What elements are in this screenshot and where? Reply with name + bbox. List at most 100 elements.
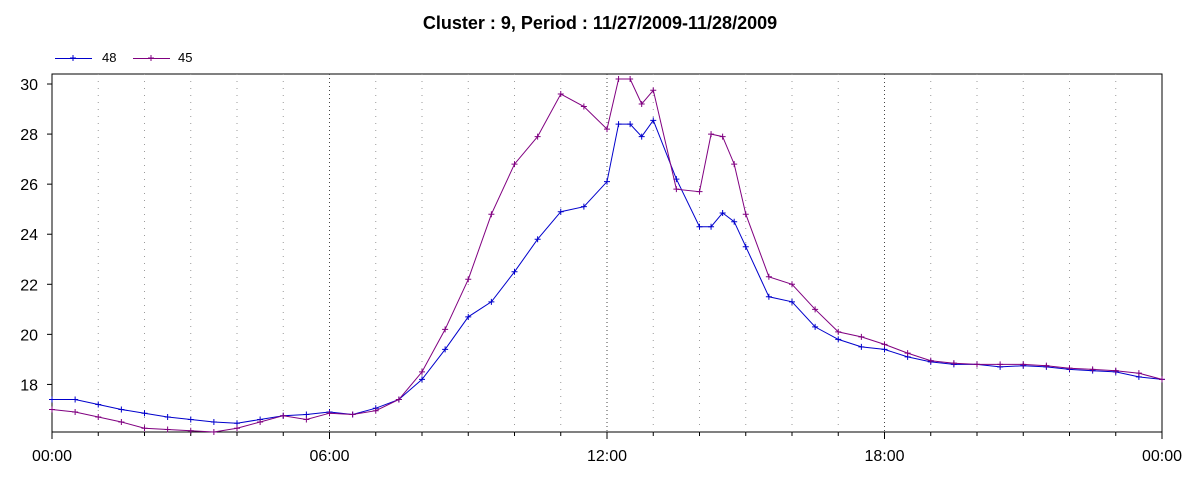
series-2-point-5: [164, 426, 171, 433]
series-2-point-33: [731, 161, 738, 168]
series-2-point-48: [1066, 365, 1073, 372]
series-2-point-36: [789, 281, 795, 288]
series-2-point-3: [118, 418, 125, 425]
x-tick-label-4: 00:00: [1142, 448, 1182, 465]
series-2-point-27: [638, 101, 645, 108]
series-2-point-19: [488, 211, 495, 218]
series-1-point-0: [49, 396, 55, 403]
series-1-point-4: [141, 410, 148, 417]
series-1-point-1: [72, 396, 79, 403]
series-2-point-13: [349, 411, 356, 418]
series-2-point-37: [812, 306, 819, 313]
series-2-point-22: [557, 91, 564, 98]
y-tick-label-24: 24: [20, 227, 38, 244]
series-2-point-9: [257, 418, 264, 425]
series-2-point-52: [1159, 376, 1165, 383]
series-1-point-17: [442, 346, 449, 353]
series-2-point-40: [881, 341, 888, 348]
series-2-point-29: [673, 186, 680, 193]
legend-label-series-2: 45: [178, 50, 193, 65]
series-2-point-44: [974, 361, 980, 368]
series-1-point-36: [789, 298, 795, 305]
series-2-point-7: [210, 429, 217, 435]
series-2-point-35: [765, 273, 772, 280]
series-1-point-23: [580, 203, 587, 210]
series-1-point-8: [234, 420, 240, 427]
series-1-point-38: [835, 336, 842, 343]
series-1-point-5: [164, 413, 171, 420]
series-1-point-25: [615, 121, 622, 128]
series-1-point-40: [881, 346, 888, 353]
x-tick-label-2: 12:00: [587, 448, 627, 465]
series-2-point-46: [1020, 361, 1027, 368]
series-2-point-32: [719, 133, 726, 140]
y-tick-label-20: 20: [20, 327, 38, 344]
series-2-point-31: [708, 131, 715, 138]
chart-title: Cluster : 9, Period : 11/27/2009-11/28/2…: [422, 13, 778, 33]
y-tick-label-30: 30: [20, 77, 38, 94]
series-2-point-43: [950, 360, 957, 367]
series-1-point-31: [708, 223, 715, 230]
series-2-point-42: [927, 357, 934, 364]
series-2-point-12: [326, 410, 333, 417]
series-2-point-25: [615, 76, 622, 83]
series-2-point-38: [835, 328, 842, 335]
series-1-point-32: [719, 209, 726, 216]
series-2-point-30: [696, 188, 703, 195]
series-1-point-30: [696, 223, 703, 230]
series-2-point-8: [234, 425, 240, 432]
series-2-point-24: [604, 126, 610, 133]
legend-marker-series-1: [70, 55, 76, 61]
series-1-point-34: [742, 243, 749, 250]
series-1-point-6: [187, 416, 194, 423]
series-1-point-33: [731, 218, 738, 225]
series-2-point-11: [303, 416, 310, 423]
x-tick-label-0: 00:00: [32, 448, 72, 465]
series-1-point-39: [858, 343, 865, 350]
series-2-point-4: [141, 425, 148, 432]
series-2-point-28: [650, 87, 657, 94]
series-2-point-26: [627, 76, 634, 83]
series-2-point-39: [858, 333, 865, 340]
series-1-point-19: [488, 298, 495, 305]
x-tick-label-3: 18:00: [864, 448, 904, 465]
series-line-1: [52, 119, 1163, 424]
y-tick-label-18: 18: [20, 377, 38, 394]
series-2-point-15: [395, 396, 402, 403]
series-2-point-17: [442, 326, 449, 333]
series-2-point-2: [95, 413, 102, 420]
series-1-point-24: [604, 178, 610, 185]
series-1-point-37: [812, 323, 819, 330]
series-1-point-27: [638, 133, 645, 140]
series-1-point-35: [765, 293, 772, 300]
series-2-point-34: [742, 211, 749, 218]
series-2-point-21: [534, 133, 541, 140]
series-2-point-18: [465, 276, 472, 283]
series-2-point-16: [419, 368, 425, 375]
y-tick-label-22: 22: [20, 277, 38, 294]
series-2-point-0: [49, 406, 55, 413]
series-2-point-50: [1112, 367, 1119, 374]
series-2-point-23: [580, 103, 587, 110]
series-1-point-28: [650, 117, 657, 124]
legend-label-series-1: 48: [102, 50, 117, 65]
legend-marker-series-2: [148, 55, 154, 61]
series-2-point-10: [280, 412, 287, 419]
series-2-point-51: [1135, 370, 1142, 377]
series-1-point-2: [95, 401, 102, 408]
series-2-point-1: [72, 408, 79, 415]
series-2-point-49: [1089, 366, 1096, 373]
series-2-point-20: [511, 161, 518, 168]
series-2-point-14: [372, 407, 379, 414]
series-1-point-18: [465, 313, 472, 320]
series-1-point-26: [627, 121, 634, 128]
series-1-point-22: [557, 208, 564, 215]
series-1-point-16: [419, 376, 425, 383]
series-1-point-20: [511, 268, 518, 275]
y-tick-label-28: 28: [20, 127, 38, 144]
series-1-point-3: [118, 406, 125, 413]
series-2-point-41: [904, 350, 911, 357]
series-1-point-7: [210, 418, 217, 425]
series-1-point-21: [534, 236, 541, 243]
